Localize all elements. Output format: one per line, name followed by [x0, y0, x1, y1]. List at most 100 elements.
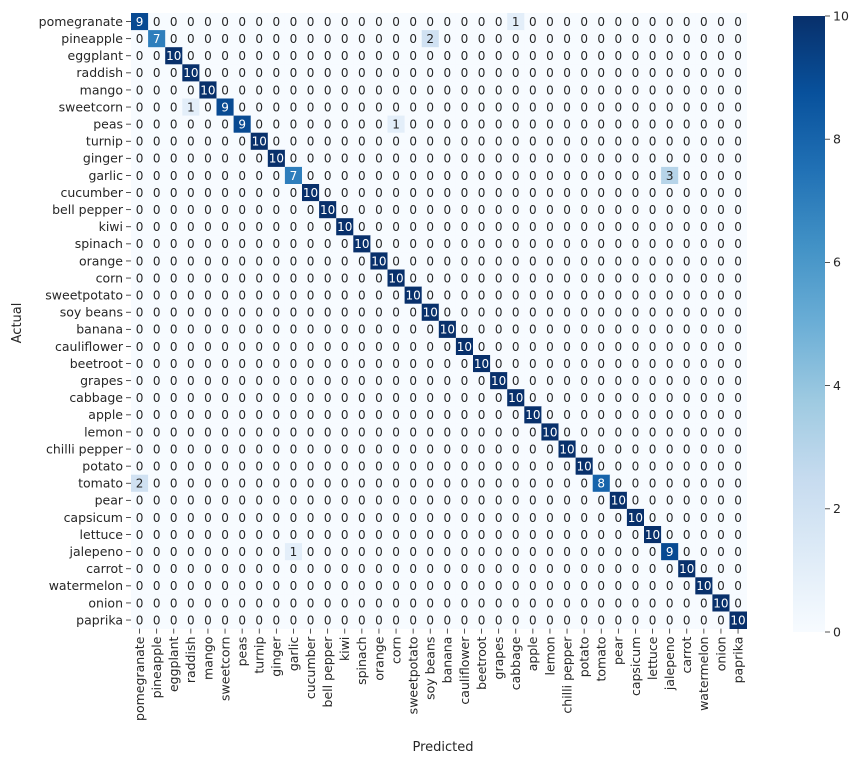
cell-value-label: 0 — [221, 511, 229, 525]
cell-value-label: 0 — [649, 596, 657, 610]
cell-value-label: 0 — [546, 579, 554, 593]
heatmap-cell — [729, 355, 747, 373]
cell-value-label: 0 — [734, 494, 742, 508]
heatmap-cell — [199, 611, 217, 629]
cell-value-label: 0 — [290, 203, 298, 217]
cell-value-label: 0 — [546, 186, 554, 200]
heatmap-cell — [473, 474, 491, 493]
cell-value-label: 0 — [717, 152, 725, 166]
heatmap-cell — [678, 30, 696, 48]
heatmap-cell — [131, 508, 149, 527]
cell-value-label: 0 — [700, 254, 708, 268]
heatmap-cell — [387, 457, 405, 476]
cell-value-label: 0 — [358, 323, 366, 337]
cell-value-label: 0 — [187, 186, 195, 200]
heatmap-cell — [250, 252, 269, 270]
heatmap-cell — [404, 269, 423, 287]
cell-value-label: 0 — [461, 169, 469, 183]
heatmap-cell — [233, 457, 252, 476]
cell-value-label: 0 — [615, 237, 623, 251]
cell-value-label: 0 — [580, 323, 588, 337]
cell-value-label: 0 — [187, 237, 195, 251]
heatmap-cell — [592, 235, 611, 253]
cell-value-label: 0 — [546, 459, 554, 473]
cell-value-label: 0 — [255, 391, 263, 405]
cell-value-label: 0 — [426, 15, 434, 29]
heatmap-cell — [165, 440, 183, 458]
heatmap-cell — [609, 389, 628, 407]
heatmap-cell — [216, 440, 234, 458]
heatmap-cell — [541, 166, 559, 185]
cell-value-label: 0 — [478, 459, 486, 473]
cell-value-label: 0 — [170, 459, 178, 473]
heatmap-cell — [609, 64, 628, 82]
cell-value-label: 0 — [717, 374, 725, 388]
x-tick-label: garlic — [286, 636, 301, 671]
cell-value-label: 0 — [187, 511, 195, 525]
cell-value-label: 0 — [580, 15, 588, 29]
cell-value-label: 0 — [392, 511, 400, 525]
y-tick-label: cucumber — [60, 185, 123, 200]
cell-value-label: 0 — [563, 169, 571, 183]
cell-value-label: 0 — [461, 442, 469, 456]
heatmap-cell — [233, 115, 252, 134]
heatmap-cell — [421, 149, 440, 168]
heatmap-cell — [626, 166, 645, 185]
heatmap-cell — [165, 13, 183, 31]
cell-value-label: 0 — [409, 528, 417, 542]
cell-value-label: 0 — [221, 152, 229, 166]
cell-value-label: 0 — [307, 340, 315, 354]
cell-value-label: 0 — [307, 237, 315, 251]
heatmap-cell — [267, 64, 286, 82]
heatmap-cell — [404, 577, 423, 595]
heatmap-cell — [644, 269, 662, 287]
heatmap-cell — [131, 474, 149, 493]
cell-value-label: 0 — [238, 579, 246, 593]
cell-value-label: 0 — [204, 323, 212, 337]
heatmap-cell — [661, 286, 679, 305]
heatmap-cell — [387, 218, 405, 236]
heatmap-cell — [233, 508, 252, 527]
cell-value-label: 0 — [187, 442, 195, 456]
cell-value-label: 0 — [136, 271, 144, 285]
cell-value-label: 0 — [734, 186, 742, 200]
heatmap-cell — [165, 218, 183, 236]
x-tick-label: soy beans — [423, 637, 438, 700]
cell-value-label: 0 — [734, 545, 742, 559]
cell-value-label: 0 — [734, 135, 742, 149]
cell-value-label: 0 — [426, 49, 434, 63]
heatmap-cell — [729, 543, 747, 561]
heatmap-cell — [182, 594, 200, 612]
cell-value-label: 0 — [307, 152, 315, 166]
heatmap-cell — [267, 543, 286, 561]
heatmap-cell — [387, 303, 405, 322]
heatmap-cell — [626, 81, 645, 99]
heatmap-cell — [404, 389, 423, 407]
heatmap-cell — [678, 355, 696, 373]
cell-value-label: 0 — [717, 169, 725, 183]
cell-value-label: 0 — [615, 579, 623, 593]
heatmap-cell — [541, 543, 559, 561]
cell-value-label: 0 — [170, 425, 178, 439]
cell-value-label: 0 — [170, 169, 178, 183]
heatmap-cell — [626, 389, 645, 407]
cell-value-label: 0 — [290, 425, 298, 439]
heatmap-cell — [490, 81, 508, 99]
heatmap-cell — [421, 166, 440, 185]
cell-value-label: 0 — [495, 288, 503, 302]
heatmap-cell — [507, 269, 525, 287]
heatmap-cell — [592, 13, 611, 31]
cell-value-label: 0 — [324, 152, 332, 166]
heatmap-cell — [729, 235, 747, 253]
cell-value-label: 0 — [666, 528, 674, 542]
heatmap-cell — [302, 47, 320, 65]
heatmap-cell — [336, 47, 354, 65]
cell-value-label: 0 — [478, 596, 486, 610]
cell-value-label: 0 — [375, 15, 383, 29]
heatmap-cell — [421, 184, 440, 202]
heatmap-cell — [131, 149, 149, 168]
cell-value-label: 0 — [358, 49, 366, 63]
heatmap-cell — [592, 184, 611, 202]
heatmap-cell — [199, 320, 217, 339]
heatmap-cell — [302, 543, 320, 561]
